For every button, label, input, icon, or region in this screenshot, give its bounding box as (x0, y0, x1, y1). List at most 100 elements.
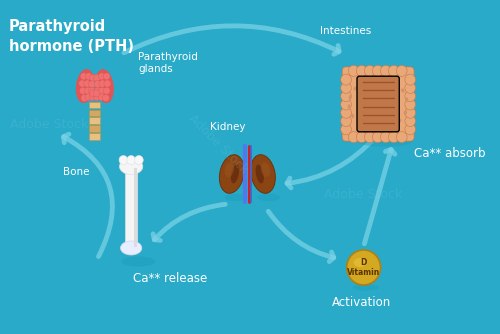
Circle shape (98, 87, 105, 95)
Circle shape (80, 87, 86, 95)
FancyBboxPatch shape (357, 76, 400, 132)
Circle shape (99, 80, 106, 87)
Text: Activation: Activation (332, 297, 391, 310)
Polygon shape (125, 168, 138, 246)
Circle shape (372, 65, 383, 76)
Circle shape (81, 95, 88, 102)
Circle shape (103, 87, 110, 95)
Ellipse shape (362, 80, 366, 84)
Text: Ca** absorb: Ca** absorb (414, 147, 486, 160)
Circle shape (340, 124, 351, 135)
Circle shape (396, 65, 407, 76)
Text: D
Vitamin: D Vitamin (347, 258, 380, 277)
Ellipse shape (378, 128, 382, 131)
Circle shape (405, 124, 415, 135)
Text: Adobe Stock: Adobe Stock (324, 187, 402, 200)
Text: Parathyroid
hormone (PTH): Parathyroid hormone (PTH) (9, 19, 134, 54)
Circle shape (102, 95, 110, 102)
Polygon shape (89, 118, 101, 124)
Ellipse shape (388, 125, 393, 129)
Circle shape (85, 94, 92, 101)
Circle shape (380, 132, 391, 143)
Polygon shape (89, 110, 101, 116)
Ellipse shape (96, 69, 114, 103)
Circle shape (80, 73, 87, 80)
Circle shape (84, 80, 90, 87)
Circle shape (348, 132, 359, 143)
Ellipse shape (352, 285, 380, 291)
Polygon shape (89, 125, 101, 132)
Circle shape (134, 156, 143, 165)
Text: Ca** release: Ca** release (133, 272, 207, 285)
Circle shape (98, 73, 105, 80)
Circle shape (103, 73, 110, 80)
Ellipse shape (367, 126, 372, 130)
Circle shape (340, 99, 351, 110)
Ellipse shape (401, 89, 404, 93)
Ellipse shape (354, 258, 366, 267)
Circle shape (90, 90, 96, 97)
Ellipse shape (220, 155, 244, 193)
Circle shape (79, 80, 86, 87)
Circle shape (94, 74, 100, 81)
Text: Intestines: Intestines (320, 26, 372, 36)
Ellipse shape (224, 193, 247, 201)
Circle shape (340, 107, 351, 118)
Circle shape (89, 94, 96, 101)
FancyBboxPatch shape (342, 67, 414, 141)
Ellipse shape (372, 77, 376, 80)
Ellipse shape (351, 114, 354, 118)
Ellipse shape (261, 162, 270, 177)
Circle shape (88, 81, 96, 88)
Circle shape (98, 94, 105, 101)
Ellipse shape (348, 104, 351, 109)
Circle shape (388, 65, 399, 76)
Ellipse shape (231, 165, 239, 183)
Circle shape (346, 250, 380, 285)
Circle shape (348, 65, 359, 76)
Ellipse shape (404, 111, 407, 115)
Text: Adobe Stock: Adobe Stock (186, 112, 250, 176)
Ellipse shape (393, 81, 397, 86)
Circle shape (85, 73, 92, 80)
Ellipse shape (76, 69, 94, 103)
Circle shape (94, 87, 101, 95)
Polygon shape (134, 168, 138, 246)
Ellipse shape (348, 95, 352, 99)
Polygon shape (89, 133, 101, 140)
Text: Bone: Bone (64, 167, 90, 176)
Ellipse shape (250, 155, 276, 193)
Circle shape (396, 132, 407, 143)
Ellipse shape (383, 78, 388, 81)
Circle shape (405, 107, 415, 118)
Ellipse shape (256, 165, 264, 183)
Ellipse shape (88, 90, 102, 100)
Circle shape (94, 94, 100, 101)
Ellipse shape (120, 241, 142, 255)
Ellipse shape (398, 119, 402, 123)
Circle shape (405, 82, 415, 94)
Circle shape (90, 74, 96, 81)
Ellipse shape (120, 159, 143, 174)
Ellipse shape (354, 87, 357, 91)
Circle shape (372, 132, 383, 143)
Text: Parathyroid
glands: Parathyroid glands (138, 51, 198, 74)
Text: Adobe Stock: Adobe Stock (10, 118, 88, 131)
Circle shape (340, 82, 351, 94)
Circle shape (127, 156, 136, 165)
Ellipse shape (405, 97, 408, 102)
Circle shape (119, 156, 128, 165)
Circle shape (405, 74, 415, 85)
Circle shape (405, 116, 415, 127)
Circle shape (405, 99, 415, 110)
Circle shape (380, 65, 391, 76)
Circle shape (405, 91, 415, 102)
Circle shape (93, 90, 100, 97)
Ellipse shape (258, 193, 280, 201)
Circle shape (364, 65, 375, 76)
Circle shape (364, 132, 375, 143)
Ellipse shape (358, 122, 362, 125)
Ellipse shape (358, 137, 412, 147)
Ellipse shape (122, 257, 156, 267)
Ellipse shape (224, 162, 234, 177)
